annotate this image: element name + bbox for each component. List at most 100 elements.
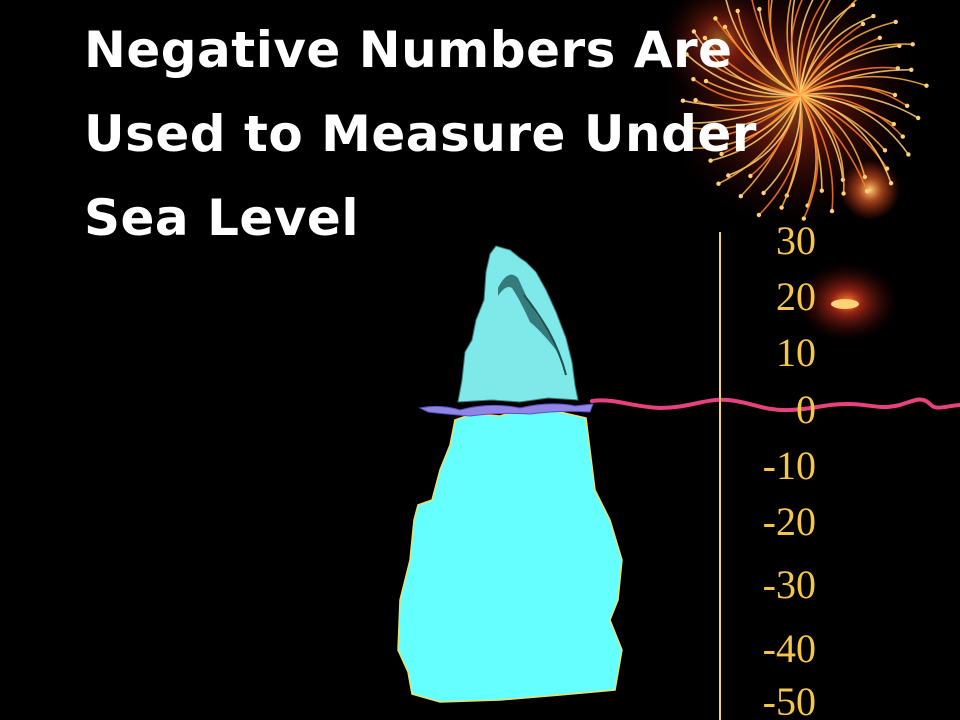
firework-ray	[796, 0, 814, 96]
firework-spark	[738, 194, 743, 199]
firework-ray	[728, 94, 801, 177]
firework-spark	[819, 188, 824, 193]
scale-label-0: 0	[796, 387, 816, 432]
firework-spark	[708, 158, 713, 163]
firework-ray	[799, 66, 898, 96]
scale-label-minus-20: -20	[762, 499, 816, 544]
iceberg-tip-icon	[457, 245, 579, 403]
firework-spark	[882, 148, 888, 153]
firework-spark	[748, 173, 753, 179]
firework-ray	[799, 21, 896, 96]
firework-spark	[891, 121, 896, 127]
firework-ray	[704, 37, 801, 96]
firework-ray	[799, 94, 819, 219]
firework-spark	[877, 35, 882, 40]
firework-spark	[841, 191, 846, 196]
waterline-icon	[418, 403, 594, 417]
firework-ray	[710, 94, 801, 162]
firework-spark	[680, 98, 686, 103]
page-title: Negative Numbers Are Used to Measure Und…	[84, 21, 757, 247]
scale-label-minus-30: -30	[762, 562, 816, 607]
firework-spark	[779, 205, 784, 210]
firework-spark	[892, 92, 898, 98]
firework-spark	[871, 13, 876, 19]
firework-ray	[799, 94, 845, 194]
firework-ray	[799, 75, 927, 96]
firework-ray	[799, 4, 854, 96]
firework-spark	[924, 83, 929, 88]
firework-ray	[790, 0, 803, 96]
depth-scale-axis	[719, 232, 721, 720]
firework-ray	[799, 94, 866, 178]
firework-spark	[716, 181, 721, 186]
firework-spark	[829, 208, 835, 214]
firework-ray	[799, 94, 834, 212]
firework-spark	[722, 24, 728, 30]
sea-level-wave-icon	[590, 397, 960, 413]
firework-spark	[909, 67, 914, 73]
firework-spark	[691, 29, 697, 34]
firework-spark	[735, 8, 740, 14]
firework-ray	[769, 0, 801, 96]
firework-spark	[761, 190, 766, 196]
firework-spark	[719, 151, 724, 157]
firework-spark	[893, 19, 898, 25]
firework-spark	[862, 174, 867, 180]
firework-spark	[674, 123, 680, 128]
scale-label-minus-40: -40	[762, 626, 816, 671]
firework-spark	[693, 98, 698, 103]
firework-spark	[686, 146, 691, 151]
scale-label-10: 10	[776, 330, 816, 375]
iceberg-crevice-icon	[498, 274, 566, 372]
firework-ray	[798, 0, 826, 96]
firework-ray	[705, 80, 801, 98]
iceberg-crevice-line-icon	[523, 294, 567, 376]
firework-spark	[705, 59, 710, 65]
firework-spark	[864, 189, 870, 194]
firework-ray	[686, 53, 801, 96]
firework-ray	[693, 31, 801, 96]
firework-spark	[756, 212, 762, 218]
firework-spark	[801, 216, 806, 221]
firework-ray	[799, 15, 874, 96]
firework-ray	[692, 78, 801, 104]
firework-spark	[703, 78, 709, 84]
firework-spark	[702, 35, 708, 41]
firework-spark	[713, 16, 718, 21]
firework-ray	[799, 43, 913, 96]
firework-ray	[676, 94, 801, 130]
iceberg-body-icon	[397, 409, 623, 703]
firework-ray	[718, 94, 801, 185]
glowing-orb-icon	[795, 262, 899, 342]
scale-label-minus-10: -10	[762, 443, 816, 488]
firework-ray	[799, 94, 844, 180]
firework-spark	[684, 52, 689, 57]
firework-rays-icon	[674, 0, 929, 221]
firework-spark	[757, 6, 762, 12]
firework-spark	[906, 152, 911, 157]
scale-label-20: 20	[776, 274, 816, 319]
firework-ray	[736, 10, 801, 96]
firework-spark	[691, 77, 696, 82]
firework-spark	[916, 115, 921, 121]
firework-burst-icon	[660, 0, 918, 228]
firework-spark	[726, 173, 731, 178]
firework-spark	[900, 134, 905, 139]
firework-spark	[910, 42, 915, 47]
firework-ray	[799, 92, 919, 119]
firework-ray	[763, 94, 802, 194]
firework-ray	[799, 94, 892, 184]
scale-label-30: 30	[776, 218, 816, 263]
firework-ray	[799, 45, 900, 96]
firework-spark	[860, 21, 866, 27]
firework-ray	[768, 0, 801, 96]
firework-spark	[687, 120, 692, 126]
firework-ray	[799, 94, 910, 155]
firework-spark	[888, 181, 894, 186]
firework-ray	[799, 94, 904, 138]
firework-ray	[758, 94, 803, 216]
firework-spark	[905, 103, 910, 109]
